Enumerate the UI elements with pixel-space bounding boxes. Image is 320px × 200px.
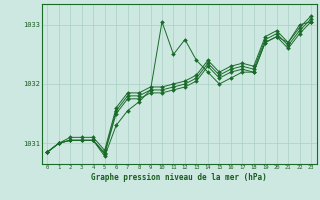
X-axis label: Graphe pression niveau de la mer (hPa): Graphe pression niveau de la mer (hPa) xyxy=(91,173,267,182)
